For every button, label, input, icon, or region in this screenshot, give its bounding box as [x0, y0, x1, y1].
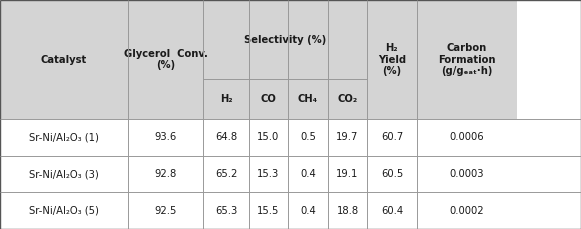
Text: 60.5: 60.5	[381, 169, 403, 179]
Bar	[328, 79, 367, 119]
Text: 60.4: 60.4	[381, 206, 403, 216]
Text: 19.7: 19.7	[336, 132, 358, 142]
Bar	[203, 0, 367, 79]
Text: 15.5: 15.5	[257, 206, 279, 216]
Bar	[0, 192, 581, 229]
Bar	[0, 0, 128, 119]
Text: 15.3: 15.3	[257, 169, 279, 179]
Text: CO₂: CO₂	[338, 94, 357, 104]
Text: 0.0002: 0.0002	[450, 206, 484, 216]
Text: 0.0006: 0.0006	[450, 132, 484, 142]
Bar	[417, 0, 517, 119]
Text: 0.4: 0.4	[300, 169, 316, 179]
Text: 0.4: 0.4	[300, 206, 316, 216]
Bar	[128, 0, 203, 119]
Text: Glycerol  Conv.
(%): Glycerol Conv. (%)	[124, 49, 207, 70]
Text: 92.8: 92.8	[155, 169, 177, 179]
Text: Carbon
Formation
(g/gₑₐₜ·h): Carbon Formation (g/gₑₐₜ·h)	[438, 43, 496, 76]
Text: CH₄: CH₄	[298, 94, 318, 104]
Bar	[0, 119, 581, 156]
Text: Sr-Ni/Al₂O₃ (1): Sr-Ni/Al₂O₃ (1)	[29, 132, 99, 142]
Text: Selectivity (%): Selectivity (%)	[244, 35, 327, 44]
Text: 92.5: 92.5	[155, 206, 177, 216]
Bar	[367, 0, 417, 119]
Bar	[0, 156, 581, 192]
Bar	[249, 79, 288, 119]
Bar	[288, 79, 328, 119]
Text: 0.0003: 0.0003	[450, 169, 484, 179]
Text: CO: CO	[260, 94, 277, 104]
Text: H₂: H₂	[220, 94, 232, 104]
Text: 64.8: 64.8	[215, 132, 237, 142]
Text: 19.1: 19.1	[336, 169, 358, 179]
Text: Catalyst: Catalyst	[41, 55, 87, 65]
Text: Sr-Ni/Al₂O₃ (5): Sr-Ni/Al₂O₃ (5)	[29, 206, 99, 216]
Text: 0.5: 0.5	[300, 132, 316, 142]
Text: 65.2: 65.2	[215, 169, 237, 179]
Text: 60.7: 60.7	[381, 132, 403, 142]
Bar	[203, 79, 249, 119]
Text: Sr-Ni/Al₂O₃ (3): Sr-Ni/Al₂O₃ (3)	[29, 169, 99, 179]
Text: 65.3: 65.3	[215, 206, 237, 216]
Text: 15.0: 15.0	[257, 132, 279, 142]
Text: H₂
Yield
(%): H₂ Yield (%)	[378, 43, 406, 76]
Text: 18.8: 18.8	[336, 206, 358, 216]
Text: 93.6: 93.6	[155, 132, 177, 142]
